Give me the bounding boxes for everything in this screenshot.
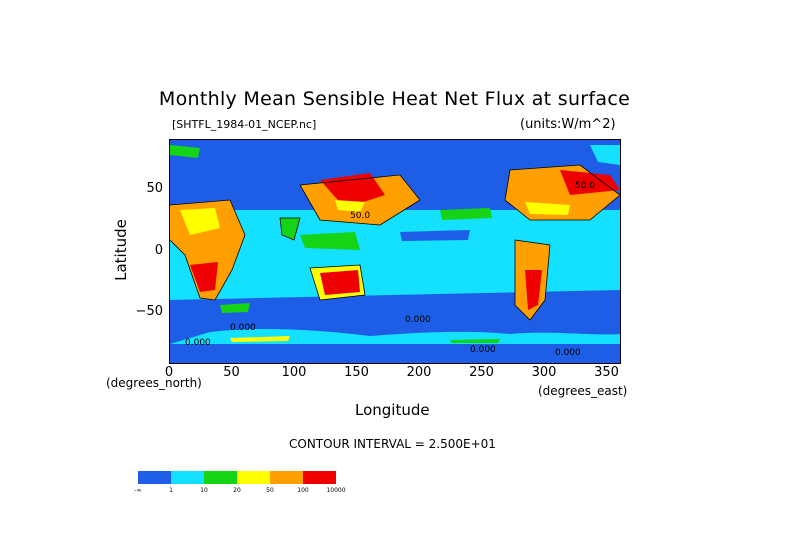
chart-title: Monthly Mean Sensible Heat Net Flux at s… xyxy=(158,88,631,110)
x-tick-label: 200 xyxy=(406,365,432,380)
legend-label: -∞ xyxy=(134,487,142,494)
x-tick-label: 100 xyxy=(281,365,307,380)
y-tick-label: −50 xyxy=(135,304,163,320)
legend-swatch xyxy=(204,471,237,484)
y-tick-label: 0 xyxy=(154,242,163,258)
legend-swatch xyxy=(303,471,336,484)
x-tick-label: 250 xyxy=(469,365,494,380)
units-label: (units:W/m^2) xyxy=(520,117,616,132)
x-tick-label: 350 xyxy=(594,365,619,380)
legend-label: 10000 xyxy=(326,487,346,494)
x-tick-label: 300 xyxy=(531,365,557,380)
legend-swatch xyxy=(138,471,171,484)
legend-label: 10 xyxy=(200,487,208,494)
contour-label: 0.000 xyxy=(555,348,581,358)
y-tick-label: 50 xyxy=(146,180,163,196)
legend-swatch xyxy=(237,471,270,484)
legend-swatch xyxy=(270,471,303,484)
contour-label: 0.000 xyxy=(470,345,496,355)
contour-label: 0.000 xyxy=(185,338,211,348)
legend-swatch xyxy=(171,471,204,484)
x-tick-label: 0 xyxy=(164,365,174,380)
legend-label: 100 xyxy=(297,487,309,494)
flux-map: 50.0 50.0 0.000 0.000 0.000 0.000 0.000 xyxy=(169,139,621,364)
contour-label: 0.000 xyxy=(405,315,431,325)
flux-field: 50.0 50.0 0.000 0.000 0.000 0.000 0.000 xyxy=(170,140,620,363)
file-label: [SHTFL_1984-01_NCEP.nc] xyxy=(172,118,317,131)
x-axis-label: Longitude xyxy=(355,401,430,419)
x-tick-label: 50 xyxy=(223,365,240,380)
legend-label: 20 xyxy=(233,487,241,494)
contour-label: 50.0 xyxy=(350,211,370,221)
x-tick-label: 150 xyxy=(344,365,369,380)
contour-interval: CONTOUR INTERVAL = 2.500E+01 xyxy=(289,437,496,451)
legend-label: 1 xyxy=(169,487,173,494)
contour-label: 0.000 xyxy=(230,323,256,333)
legend-label: 50 xyxy=(266,487,274,494)
contour-label: 50.0 xyxy=(575,181,595,191)
y-unit: (degrees_north) xyxy=(106,376,202,390)
x-unit: (degrees_east) xyxy=(538,384,628,398)
